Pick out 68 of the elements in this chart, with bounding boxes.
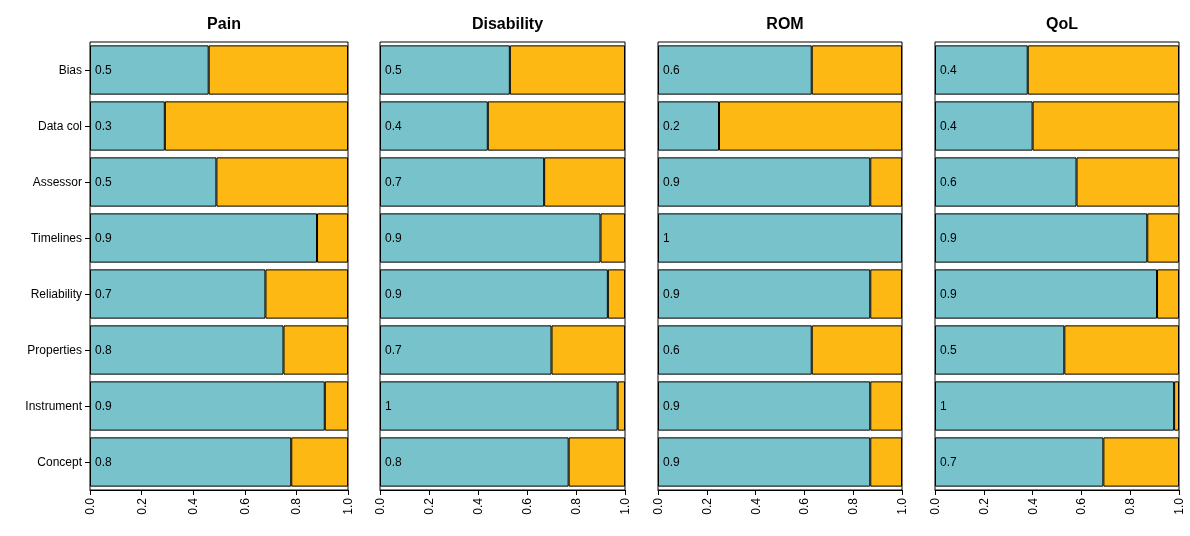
x-tick-label: 0.2 (976, 497, 991, 515)
data-label: 0.2 (663, 119, 681, 133)
x-tick-label: 1.0 (895, 497, 909, 515)
x-tick-label: 0.8 (289, 497, 304, 515)
data-label: 0.5 (95, 175, 113, 189)
data-label: 0.5 (95, 63, 113, 77)
data-label: 0.7 (385, 175, 403, 189)
data-label: 0.8 (385, 455, 403, 469)
data-label: 0.9 (385, 287, 403, 301)
x-tick-label: 0.0 (651, 497, 665, 515)
y-tick-label: Concept (37, 455, 83, 469)
data-label: 0.9 (663, 455, 681, 469)
x-tick-label: 0.6 (1074, 497, 1089, 515)
data-label: 0.6 (663, 63, 681, 77)
x-tick-label: 0.4 (186, 497, 201, 515)
x-tick-label: 0.2 (134, 497, 149, 515)
x-tick-label: 0.0 (83, 497, 97, 515)
data-label: 0.9 (663, 399, 681, 413)
data-label: 0.6 (940, 175, 958, 189)
x-tick-label: 0.8 (1123, 497, 1138, 515)
x-tick-label: 1.0 (618, 497, 632, 515)
data-label: 1 (663, 231, 670, 245)
y-tick-label: Timelines (31, 231, 82, 245)
x-tick-label: 0.2 (699, 497, 714, 515)
x-tick-label: 0.0 (373, 497, 387, 515)
data-label: 0.5 (385, 63, 403, 77)
x-tick-label: 0.4 (1025, 497, 1040, 515)
data-label: 0.6 (663, 343, 681, 357)
x-tick-label: 1.0 (1172, 497, 1186, 515)
data-label: 0.4 (940, 63, 958, 77)
data-label: 0.9 (663, 175, 681, 189)
x-tick-label: 0.6 (520, 497, 534, 515)
x-tick-label: 1.0 (341, 497, 355, 515)
y-tick-label: Assessor (32, 175, 82, 189)
chart-title: QoL (1046, 14, 1079, 32)
chart-title: Disability (471, 14, 544, 32)
y-tick-label: Reliability (30, 287, 82, 301)
data-label: 0.4 (940, 119, 958, 133)
x-tick-label: 0.4 (748, 497, 763, 515)
y-tick-label: Bias (58, 63, 82, 77)
y-tick-label: Data col (37, 119, 82, 133)
data-label: 1 (940, 399, 947, 413)
data-label: 0.3 (95, 119, 113, 133)
data-label: 0.7 (95, 287, 113, 301)
data-label: 0.7 (385, 343, 403, 357)
x-tick-label: 0.6 (797, 497, 812, 515)
data-label: 0.9 (940, 231, 958, 245)
x-tick-label: 0.4 (471, 497, 485, 515)
x-tick-label: 0.8 (846, 497, 861, 515)
x-tick-label: 0.0 (928, 497, 942, 515)
y-tick-label: Properties (27, 343, 82, 357)
data-label: 0.9 (663, 287, 681, 301)
data-label: 0.4 (385, 119, 403, 133)
data-label: 0.8 (95, 455, 113, 469)
data-label: 0.7 (940, 455, 958, 469)
data-label: 0.9 (385, 231, 403, 245)
data-label: 0.8 (95, 343, 113, 357)
x-tick-label: 0.6 (237, 497, 252, 515)
data-label: 1 (385, 399, 392, 413)
data-label: 0.9 (95, 231, 113, 245)
data-label: 0.5 (940, 343, 958, 357)
chart-title: ROM (766, 14, 804, 32)
x-tick-label: 0.2 (422, 497, 436, 515)
data-label: 0.9 (940, 287, 958, 301)
data-label: 0.9 (95, 399, 113, 413)
chart-title: Pain (207, 14, 241, 32)
y-tick-label: Instrument (25, 399, 83, 413)
x-tick-label: 0.8 (569, 497, 583, 515)
